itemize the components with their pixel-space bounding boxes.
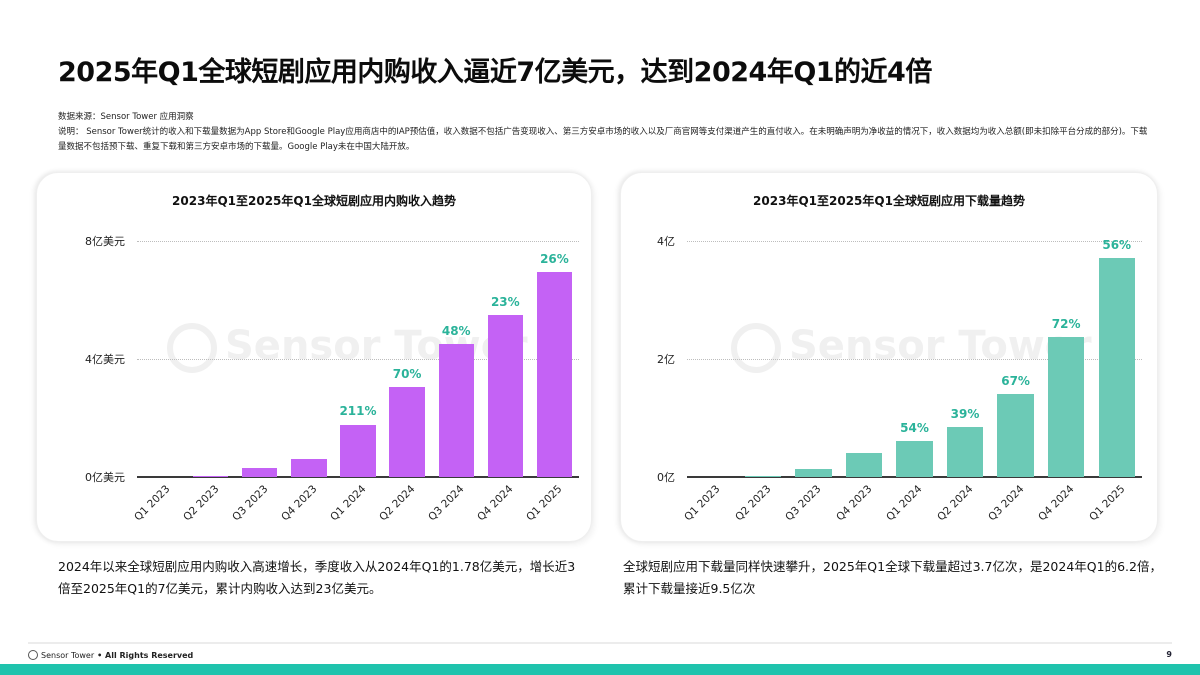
growth-label: 72% xyxy=(1051,317,1081,332)
growth-label: 70% xyxy=(392,367,422,382)
gridline xyxy=(137,241,579,242)
x-tick-label: Q1 2024 xyxy=(884,483,925,524)
growth-label: 54% xyxy=(900,421,929,435)
data-source: 数据来源：Sensor Tower 应用洞察 xyxy=(58,112,194,122)
x-tick-label: Q3 2024 xyxy=(985,483,1027,524)
downloads-chart-title: 2023年Q1至2025年Q1全球短剧应用下载量趋势 xyxy=(753,194,1025,208)
y-tick-label: 4亿美元 xyxy=(85,353,125,366)
bar-q4-2024 xyxy=(487,314,523,477)
x-tick-label: Q3 2023 xyxy=(229,483,271,524)
data-description: 说明： Sensor Tower统计的收入和下载量数据为App Store和Go… xyxy=(58,127,1148,152)
bar-q3-2023 xyxy=(242,468,278,477)
bar-q3-2023 xyxy=(795,468,832,477)
footer-divider xyxy=(28,642,1172,644)
bar-q2-2023 xyxy=(744,475,782,477)
x-axis-line xyxy=(137,476,579,478)
x-tick-label: Q1 2025 xyxy=(1086,483,1128,524)
x-tick-label: Q4 2023 xyxy=(279,483,320,524)
revenue-bar-chart: 0亿美元 4亿美元 8亿美元 Q1 2023 Q2 2023 Q3 2023 Q4 2023… xyxy=(85,235,579,523)
footer-brand-name: Sensor Tower xyxy=(41,650,95,660)
revenue-chart-title: 2023年Q1至2025年Q1全球短剧应用内购收入趋势 xyxy=(172,194,456,208)
x-tick-label: Q4 2023 xyxy=(834,483,875,524)
x-tick-label: Q2 2024 xyxy=(935,483,976,524)
downloads-bar-chart: 0亿 2亿 4亿 Q1 2023 Q2 2023 Q3 2023 Q4 2023 54% Q1 … xyxy=(657,235,1142,523)
x-tick-label: Q3 2024 xyxy=(426,483,467,524)
bar-q4-2023 xyxy=(845,453,883,477)
gridline xyxy=(687,359,1142,360)
bar-q2-2024 xyxy=(946,426,984,477)
x-tick-label: Q4 2024 xyxy=(1036,483,1077,524)
gridline xyxy=(137,359,579,360)
growth-label: 26% xyxy=(540,251,569,266)
page-title: 2025年Q1全球短剧应用内购收入逼近7亿美元，达到2024年Q1的近4倍 xyxy=(58,57,932,88)
x-axis-line xyxy=(687,476,1142,478)
bar-q1-2025 xyxy=(1098,257,1135,477)
downloads-summary: 全球短剧应用下载量同样快速攀升，2025年Q1全球下载量超过3.7亿次，是202… xyxy=(623,559,1162,596)
brand-band xyxy=(0,664,1200,675)
bar-q1-2024 xyxy=(896,441,933,477)
y-tick-label: 2亿 xyxy=(657,353,675,366)
x-tick-label: Q2 2023 xyxy=(180,483,222,524)
bar-q4-2024 xyxy=(1047,337,1085,477)
y-tick-label: 8亿美元 xyxy=(85,235,125,248)
growth-label: 56% xyxy=(1102,237,1132,252)
x-tick-label: Q4 2024 xyxy=(475,483,516,524)
gridline xyxy=(687,241,1142,242)
bar-q3-2024 xyxy=(997,393,1034,477)
x-tick-label: Q1 2023 xyxy=(682,483,723,524)
y-tick-label: 0亿美元 xyxy=(85,471,125,484)
y-tick-label: 4亿 xyxy=(657,235,675,248)
growth-label: 48% xyxy=(441,324,471,339)
bar-q3-2024 xyxy=(438,344,474,477)
revenue-summary: 2024年以来全球短剧应用内购收入高速增长，季度收入从2024年Q1的1.78亿… xyxy=(58,559,576,596)
sensor-tower-logo-icon xyxy=(28,650,38,660)
bar-q1-2024 xyxy=(340,424,376,477)
bar-q1-2025 xyxy=(536,271,573,477)
y-tick-label: 0亿 xyxy=(657,471,675,484)
x-tick-label: Q3 2023 xyxy=(783,483,824,524)
x-tick-label: Q1 2025 xyxy=(524,483,565,524)
footer-brand: Sensor Tower • All Rights Reserved xyxy=(28,650,193,660)
page-number: 9 xyxy=(1166,650,1172,659)
growth-label: 39% xyxy=(950,406,980,421)
bar-q2-2024 xyxy=(389,387,425,477)
x-tick-label: Q1 2023 xyxy=(131,483,173,524)
x-tick-label: Q2 2023 xyxy=(733,483,774,524)
footer-rights: • All Rights Reserved xyxy=(97,650,194,660)
growth-label: 67% xyxy=(1001,373,1030,388)
x-tick-label: Q2 2024 xyxy=(377,483,418,524)
growth-label: 23% xyxy=(490,294,520,309)
downloads-chart-card: 2023年Q1至2025年Q1全球短剧应用下载量趋势 Sensor Tower … xyxy=(620,172,1158,542)
growth-label: 211% xyxy=(339,404,377,419)
bar-q4-2023 xyxy=(291,459,327,477)
x-tick-label: Q1 2024 xyxy=(328,483,369,524)
bar-q2-2023 xyxy=(192,475,229,477)
source-note: 数据来源：Sensor Tower 应用洞察 说明： Sensor Tower统… xyxy=(58,110,1148,155)
revenue-chart-card: 2023年Q1至2025年Q1全球短剧应用内购收入趋势 Sensor Tower… xyxy=(36,172,592,542)
